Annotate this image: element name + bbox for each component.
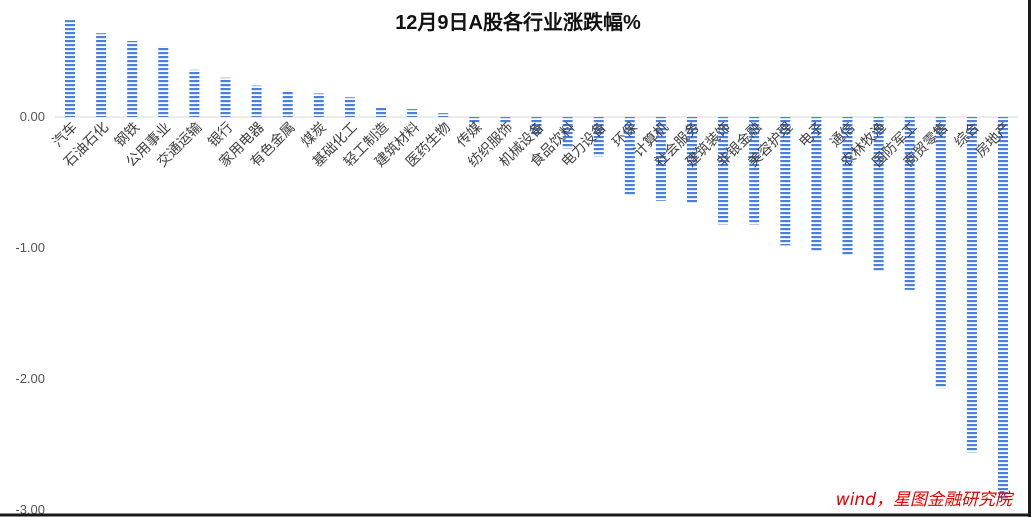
y-tick-label: -1.00: [15, 240, 45, 255]
bar: [65, 20, 75, 118]
bar: [158, 46, 169, 117]
bar: [718, 117, 729, 225]
y-tick-label: -2.00: [15, 371, 45, 386]
chart-title: 12月9日A股各行业涨跌幅%: [395, 10, 641, 34]
bar: [811, 117, 822, 252]
bar-series: [65, 20, 1008, 500]
bar: [935, 117, 946, 389]
bar: [562, 117, 573, 149]
bar: [96, 33, 107, 118]
bar: [780, 117, 791, 246]
bar: [313, 93, 324, 117]
bar: [749, 117, 760, 225]
bar: [873, 117, 884, 272]
bar: [593, 117, 604, 157]
bar: [469, 117, 480, 124]
y-tick-label: 0.00: [20, 109, 45, 124]
bar: [376, 107, 386, 117]
bar: [655, 117, 666, 201]
bar: [220, 77, 231, 117]
bar: [282, 90, 293, 117]
bar: [344, 97, 355, 117]
bar: [127, 41, 138, 117]
bar: [966, 117, 977, 453]
bar: [531, 117, 542, 136]
bar: [904, 117, 915, 290]
y-axis-ticks: 0.00 -1.00 -2.00 -3.00: [15, 109, 45, 517]
bar: [407, 109, 418, 117]
bar: [998, 117, 1008, 500]
bar: [251, 85, 262, 117]
bar: [438, 113, 449, 117]
bar: [500, 117, 511, 124]
bar: [842, 117, 853, 256]
bar: [624, 117, 635, 196]
bar: [189, 69, 200, 117]
y-tick-label: -3.00: [15, 502, 45, 517]
source-note: wind，星图金融研究院: [836, 490, 1015, 510]
category-label: 电子: [796, 120, 827, 151]
bar: [687, 117, 697, 204]
